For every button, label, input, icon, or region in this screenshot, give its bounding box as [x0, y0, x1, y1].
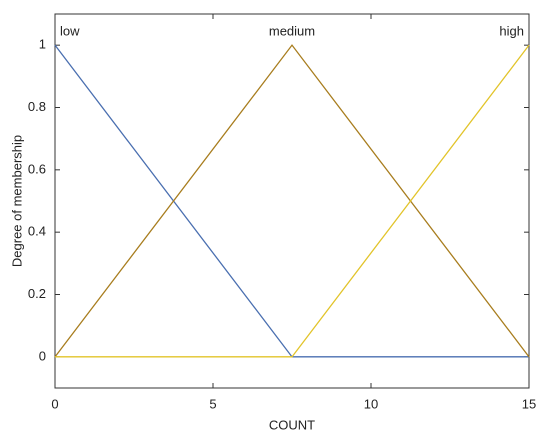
series-label: low: [60, 23, 80, 38]
y-tick-label: 0.4: [28, 224, 46, 239]
series-line: [55, 44, 530, 358]
y-tick-label: 0.6: [28, 161, 46, 176]
series-label: medium: [269, 23, 315, 38]
x-tick-label: 5: [209, 396, 216, 411]
x-tick-label: 10: [364, 396, 378, 411]
x-tick-label: 15: [522, 396, 536, 411]
plot-box: [54, 13, 530, 389]
x-axis-label: COUNT: [269, 417, 315, 432]
y-tick-label: 0.8: [28, 99, 46, 114]
y-tick-label: 0.2: [28, 286, 46, 301]
series-label: high: [499, 23, 524, 38]
x-tick-label: 0: [51, 396, 58, 411]
series-line: [54, 44, 530, 358]
y-tick-label: 1: [39, 37, 46, 52]
y-axis-label: Degree of membership: [9, 135, 24, 267]
y-tick-label: 0: [39, 348, 46, 363]
